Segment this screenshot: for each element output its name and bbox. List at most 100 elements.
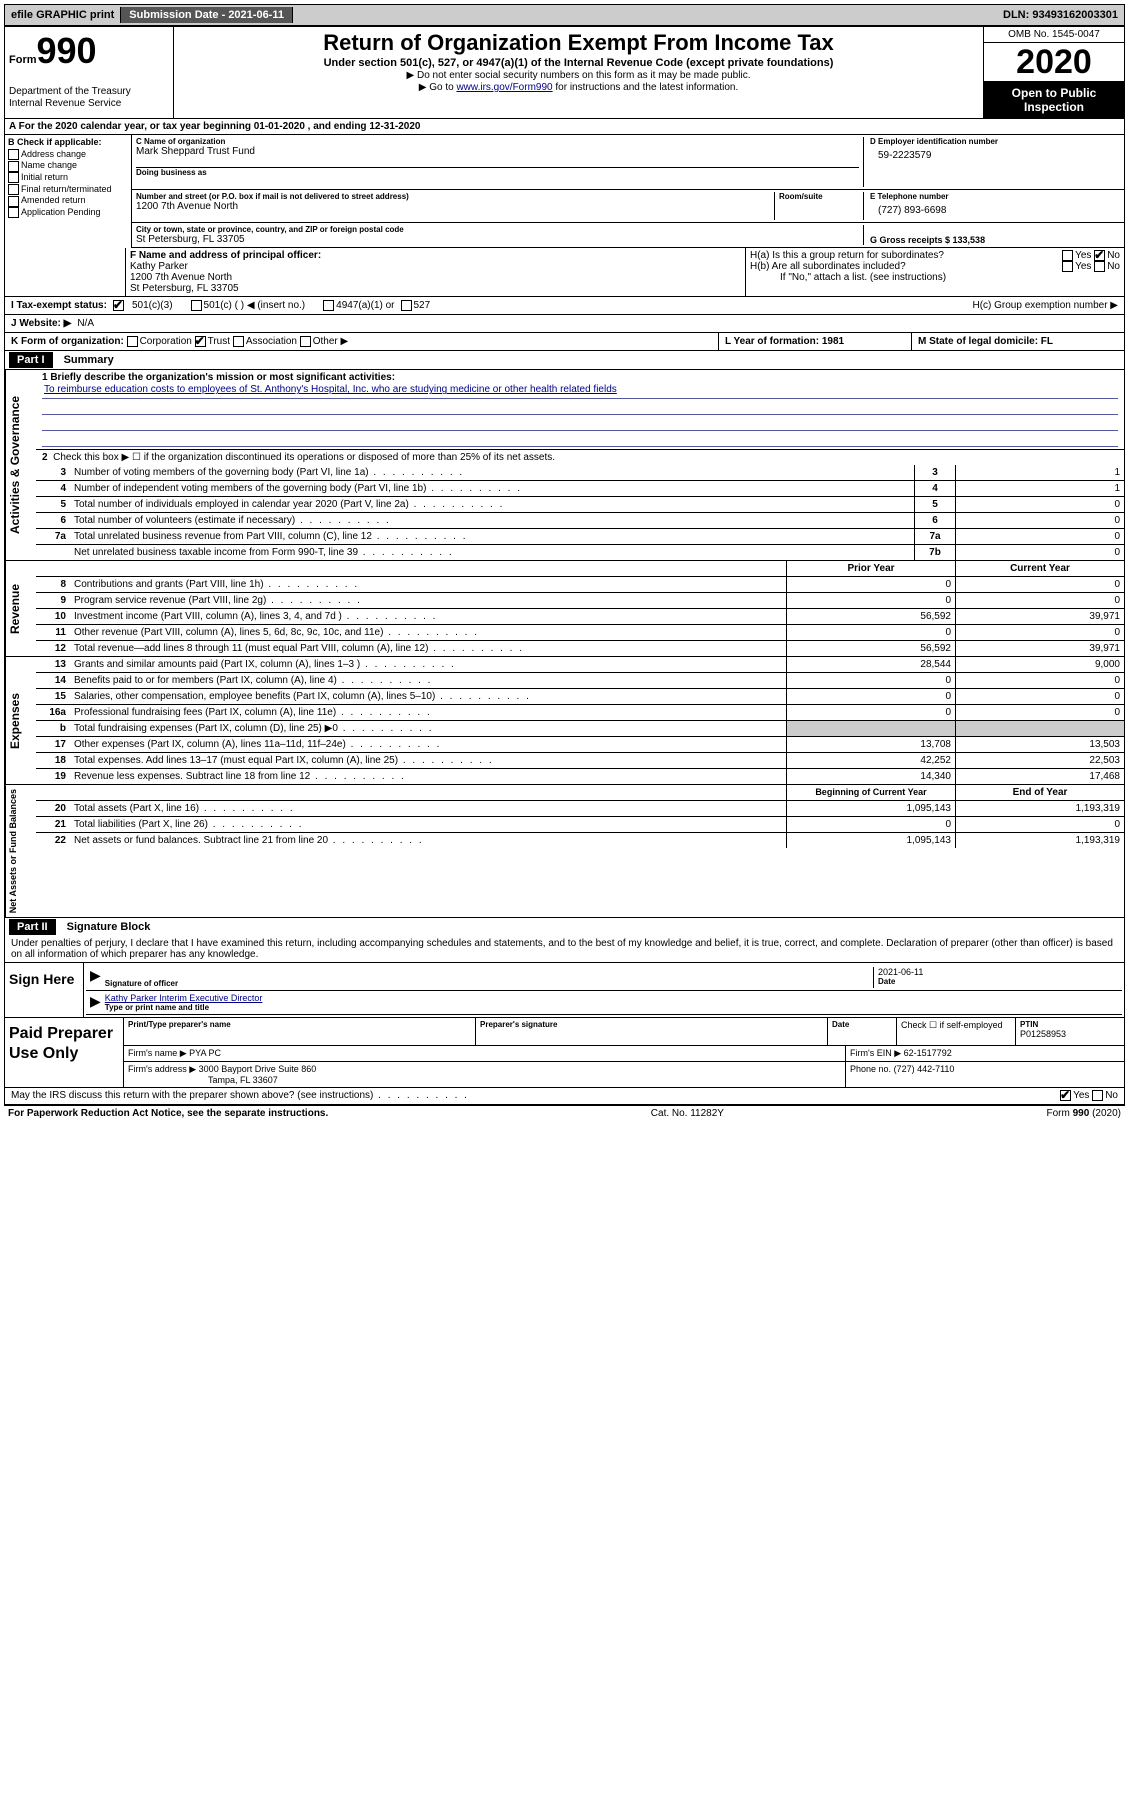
gov-line: Net unrelated business taxable income fr… (36, 545, 1124, 560)
tax-year: 2020 (984, 43, 1124, 82)
header-center: Return of Organization Exempt From Incom… (174, 27, 984, 118)
gross-receipts: G Gross receipts $ 133,538 (870, 235, 985, 245)
website-value: N/A (77, 318, 94, 329)
org-name: Mark Sheppard Trust Fund (136, 146, 859, 157)
tel-label: E Telephone number (870, 192, 1120, 201)
data-line: 15Salaries, other compensation, employee… (36, 689, 1124, 705)
part2-badge: Part II (9, 919, 56, 935)
part1-title: Summary (56, 354, 114, 366)
opt-amended-return: Amended return (21, 195, 86, 205)
street-address: 1200 7th Avenue North (136, 201, 774, 212)
row-f-h: F Name and address of principal officer:… (5, 248, 1124, 297)
officer-addr1: 1200 7th Avenue North (130, 272, 741, 283)
form990-link[interactable]: www.irs.gov/Form990 (456, 82, 552, 93)
other-checkbox[interactable] (300, 336, 311, 347)
governance-section: Activities & Governance 1 Briefly descri… (5, 370, 1124, 561)
telephone: (727) 893-6698 (870, 201, 1120, 220)
column-cde: C Name of organization Mark Sheppard Tru… (132, 135, 1124, 248)
data-line: 12Total revenue—add lines 8 through 11 (… (36, 641, 1124, 656)
application-pending-checkbox[interactable] (8, 207, 19, 218)
amended-return-checkbox[interactable] (8, 196, 19, 207)
header-right: OMB No. 1545-0047 2020 Open to Public In… (984, 27, 1124, 118)
501c-checkbox[interactable] (191, 300, 202, 311)
trust-checkbox[interactable] (195, 336, 206, 347)
ptin-value: P01258953 (1020, 1029, 1120, 1039)
header-left: Form990 Department of the Treasury Inter… (5, 27, 174, 118)
top-toolbar: efile GRAPHIC print Submission Date - 20… (4, 4, 1125, 26)
501c3-checkbox[interactable] (113, 300, 124, 311)
gov-line: 7aTotal unrelated business revenue from … (36, 529, 1124, 545)
part2-title: Signature Block (59, 921, 151, 933)
527-label: 527 (414, 300, 431, 311)
end-year-header: End of Year (955, 785, 1124, 800)
officer-addr2: St Petersburg, FL 33705 (130, 283, 741, 294)
data-line: 18Total expenses. Add lines 13–17 (must … (36, 753, 1124, 769)
paid-preparer-section: Paid Preparer Use Only Print/Type prepar… (5, 1017, 1124, 1087)
hb-yes: Yes (1075, 261, 1091, 272)
ha-no: No (1107, 250, 1120, 261)
discuss-yes-checkbox[interactable] (1060, 1090, 1071, 1101)
discuss-no: No (1105, 1091, 1118, 1102)
room-label: Room/suite (779, 192, 859, 201)
public-inspection-badge: Open to Public Inspection (984, 82, 1124, 118)
sign-date: 2021-06-11 (878, 967, 1118, 977)
c-name-label: C Name of organization (136, 137, 859, 146)
prior-year-header: Prior Year (786, 561, 955, 576)
sign-date-label: Date (878, 977, 1118, 986)
opt-name-change: Name change (21, 160, 77, 170)
submission-date-button[interactable]: Submission Date - 2021-06-11 (121, 7, 293, 23)
dln-label: DLN: 93493162003301 (997, 7, 1124, 23)
dba-label: Doing business as (136, 168, 859, 177)
l-year-formation: L Year of formation: 1981 (719, 333, 912, 350)
ha-yes-checkbox[interactable] (1062, 250, 1073, 261)
ha-label: H(a) Is this a group return for subordin… (750, 250, 944, 261)
firm-addr1: 3000 Bayport Drive Suite 860 (199, 1064, 317, 1074)
prep-print-label: Print/Type preparer's name (128, 1020, 471, 1029)
address-change-checkbox[interactable] (8, 149, 19, 160)
column-b-checkboxes: B Check if applicable: Address change Na… (5, 135, 132, 248)
efile-label[interactable]: efile GRAPHIC print (5, 7, 121, 23)
ein-value: 59-2223579 (870, 146, 1120, 165)
firm-ein: 62-1517792 (904, 1048, 952, 1058)
footer-right: Form 990 (2020) (1047, 1108, 1121, 1119)
hb-no-checkbox[interactable] (1094, 261, 1105, 272)
final-return-checkbox[interactable] (8, 184, 19, 195)
4947-checkbox[interactable] (323, 300, 334, 311)
ha-no-checkbox[interactable] (1094, 250, 1105, 261)
sig-officer-label: Signature of officer (105, 979, 873, 988)
vert-netassets: Net Assets or Fund Balances (5, 785, 36, 917)
data-line: 14Benefits paid to or for members (Part … (36, 673, 1124, 689)
hb-note: If "No," attach a list. (see instruction… (750, 272, 1120, 283)
part1-badge: Part I (9, 352, 53, 368)
row-j-website: J Website: ▶ N/A (5, 315, 1124, 333)
discuss-no-checkbox[interactable] (1092, 1090, 1103, 1101)
name-change-checkbox[interactable] (8, 161, 19, 172)
other-label: Other ▶ (313, 336, 348, 347)
hb-label: H(b) Are all subordinates included? (750, 261, 906, 272)
opt-application-pending: Application Pending (21, 207, 101, 217)
527-checkbox[interactable] (401, 300, 412, 311)
data-line: 16aProfessional fundraising fees (Part I… (36, 705, 1124, 721)
assoc-checkbox[interactable] (233, 336, 244, 347)
data-line: 9Program service revenue (Part VIII, lin… (36, 593, 1124, 609)
4947-label: 4947(a)(1) or (336, 300, 394, 311)
netassets-section: Net Assets or Fund Balances Beginning of… (5, 785, 1124, 918)
form-container: Form990 Department of the Treasury Inter… (4, 26, 1125, 1105)
begin-year-header: Beginning of Current Year (786, 785, 955, 800)
mission-label: 1 Briefly describe the organization's mi… (42, 372, 1118, 383)
data-line: 8Contributions and grants (Part VIII, li… (36, 577, 1124, 593)
dept-label: Department of the Treasury (9, 86, 169, 98)
data-line: 20Total assets (Part X, line 16)1,095,14… (36, 801, 1124, 817)
initial-return-checkbox[interactable] (8, 172, 19, 183)
data-line: 17Other expenses (Part IX, column (A), l… (36, 737, 1124, 753)
col-b-label: B Check if applicable: (8, 137, 128, 149)
form-number: 990 (37, 30, 97, 71)
perjury-text: Under penalties of perjury, I declare th… (5, 936, 1124, 963)
corp-checkbox[interactable] (127, 336, 138, 347)
ptin-label: PTIN (1020, 1020, 1120, 1029)
hb-no: No (1107, 261, 1120, 272)
hb-yes-checkbox[interactable] (1062, 261, 1073, 272)
section-b-to-g: B Check if applicable: Address change Na… (5, 135, 1124, 248)
prep-date-label: Date (832, 1020, 892, 1029)
data-line: 11Other revenue (Part VIII, column (A), … (36, 625, 1124, 641)
